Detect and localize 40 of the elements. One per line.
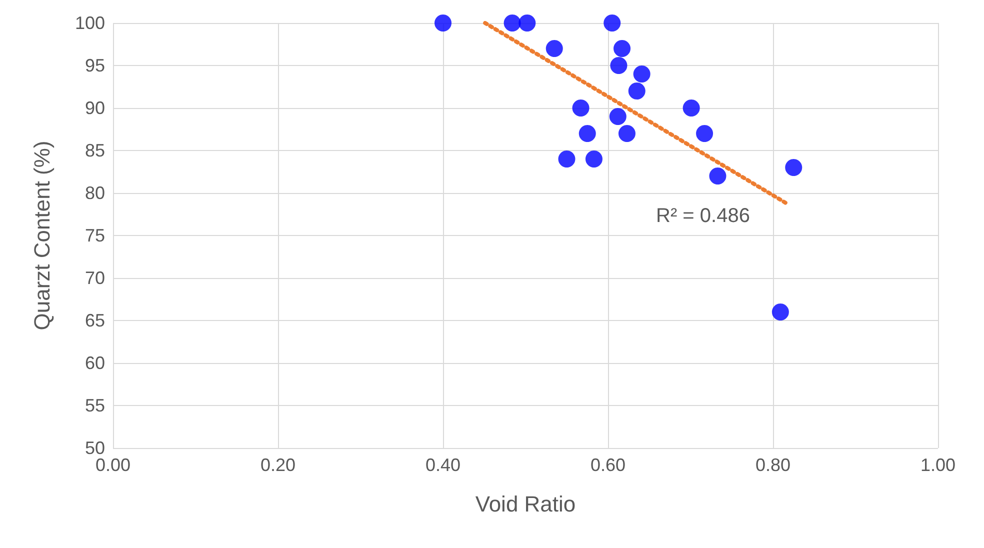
- point: [518, 14, 536, 32]
- point: [682, 100, 700, 116]
- x-tick-label: 1.00: [920, 455, 956, 475]
- y-tick-label: 50: [84, 438, 105, 458]
- y-tick-label: 70: [84, 268, 105, 288]
- y-tick-label: 90: [84, 98, 105, 118]
- point: [618, 125, 636, 142]
- point: [609, 108, 626, 125]
- point: [628, 82, 646, 100]
- point: [709, 168, 726, 184]
- y-tick-label: 85: [84, 140, 105, 160]
- x-tick-label: 0.60: [590, 455, 626, 475]
- y-tick-label: 80: [84, 183, 105, 203]
- point: [558, 150, 576, 168]
- point: [585, 150, 602, 168]
- y-tick-label: 100: [74, 13, 105, 33]
- y-tick-label: 75: [84, 226, 105, 246]
- y-tick-label: 55: [84, 396, 105, 416]
- point: [785, 159, 802, 176]
- point: [578, 125, 596, 142]
- y-tick-label: 95: [84, 56, 105, 76]
- annotation: R² = 0.486: [656, 205, 750, 227]
- x-tick-label: 0.20: [260, 455, 296, 475]
- point: [614, 40, 631, 57]
- point: [572, 100, 590, 116]
- point: [696, 125, 714, 142]
- point: [504, 14, 521, 32]
- point: [434, 14, 452, 32]
- point: [610, 57, 628, 74]
- x-tick-label: 0.00: [95, 455, 131, 475]
- y-axis-title: Quarzt Content (%): [30, 140, 54, 330]
- y-tick-label: 65: [84, 310, 105, 330]
- point: [546, 40, 563, 57]
- point: [633, 66, 650, 82]
- x-tick-label: 0.40: [425, 455, 461, 475]
- point: [772, 304, 789, 320]
- y-tick-label: 60: [84, 353, 105, 373]
- x-tick-label: 0.80: [755, 455, 791, 475]
- point: [604, 14, 621, 32]
- x-axis-title: Void Ratio: [475, 492, 576, 516]
